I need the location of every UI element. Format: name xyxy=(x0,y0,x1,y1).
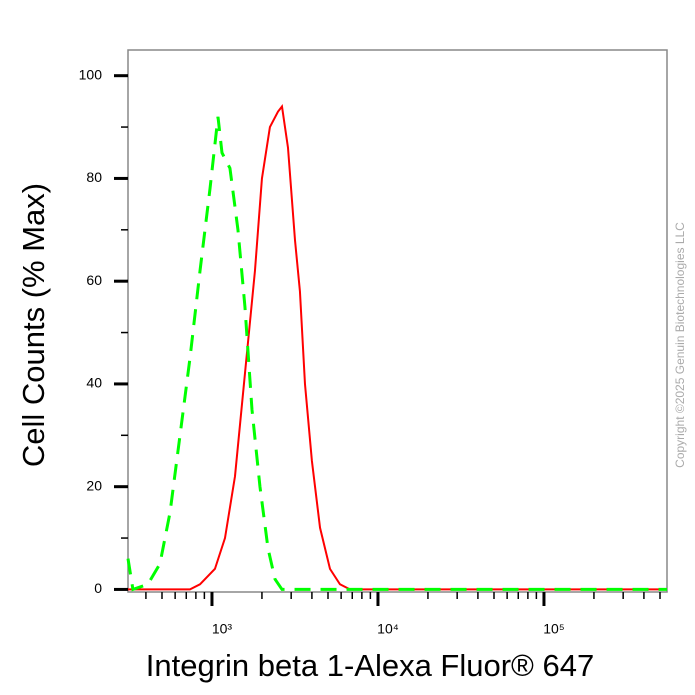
x-tick-label: 10⁵ xyxy=(543,621,564,637)
copyright: Copyright ©2025 Genuin Biotechnologies L… xyxy=(673,222,687,468)
y-tick-label: 60 xyxy=(86,272,102,288)
x-tick-label: 10⁴ xyxy=(377,621,399,637)
y-axis-title: Cell Counts (% Max) xyxy=(16,183,51,467)
y-tick-label: 0 xyxy=(94,580,102,596)
x-tick-label: 10³ xyxy=(212,621,233,637)
plot-frame xyxy=(127,49,668,593)
x-axis-title: Integrin beta 1-Alexa Fluor® 647 xyxy=(146,648,595,683)
y-tick-label: 20 xyxy=(86,477,102,493)
histogram-line xyxy=(128,104,667,591)
y-tick-label: 80 xyxy=(86,169,102,185)
y-tick-label: 40 xyxy=(86,375,102,391)
y-tick-label: 100 xyxy=(79,66,103,82)
histogram-line xyxy=(126,116,667,592)
